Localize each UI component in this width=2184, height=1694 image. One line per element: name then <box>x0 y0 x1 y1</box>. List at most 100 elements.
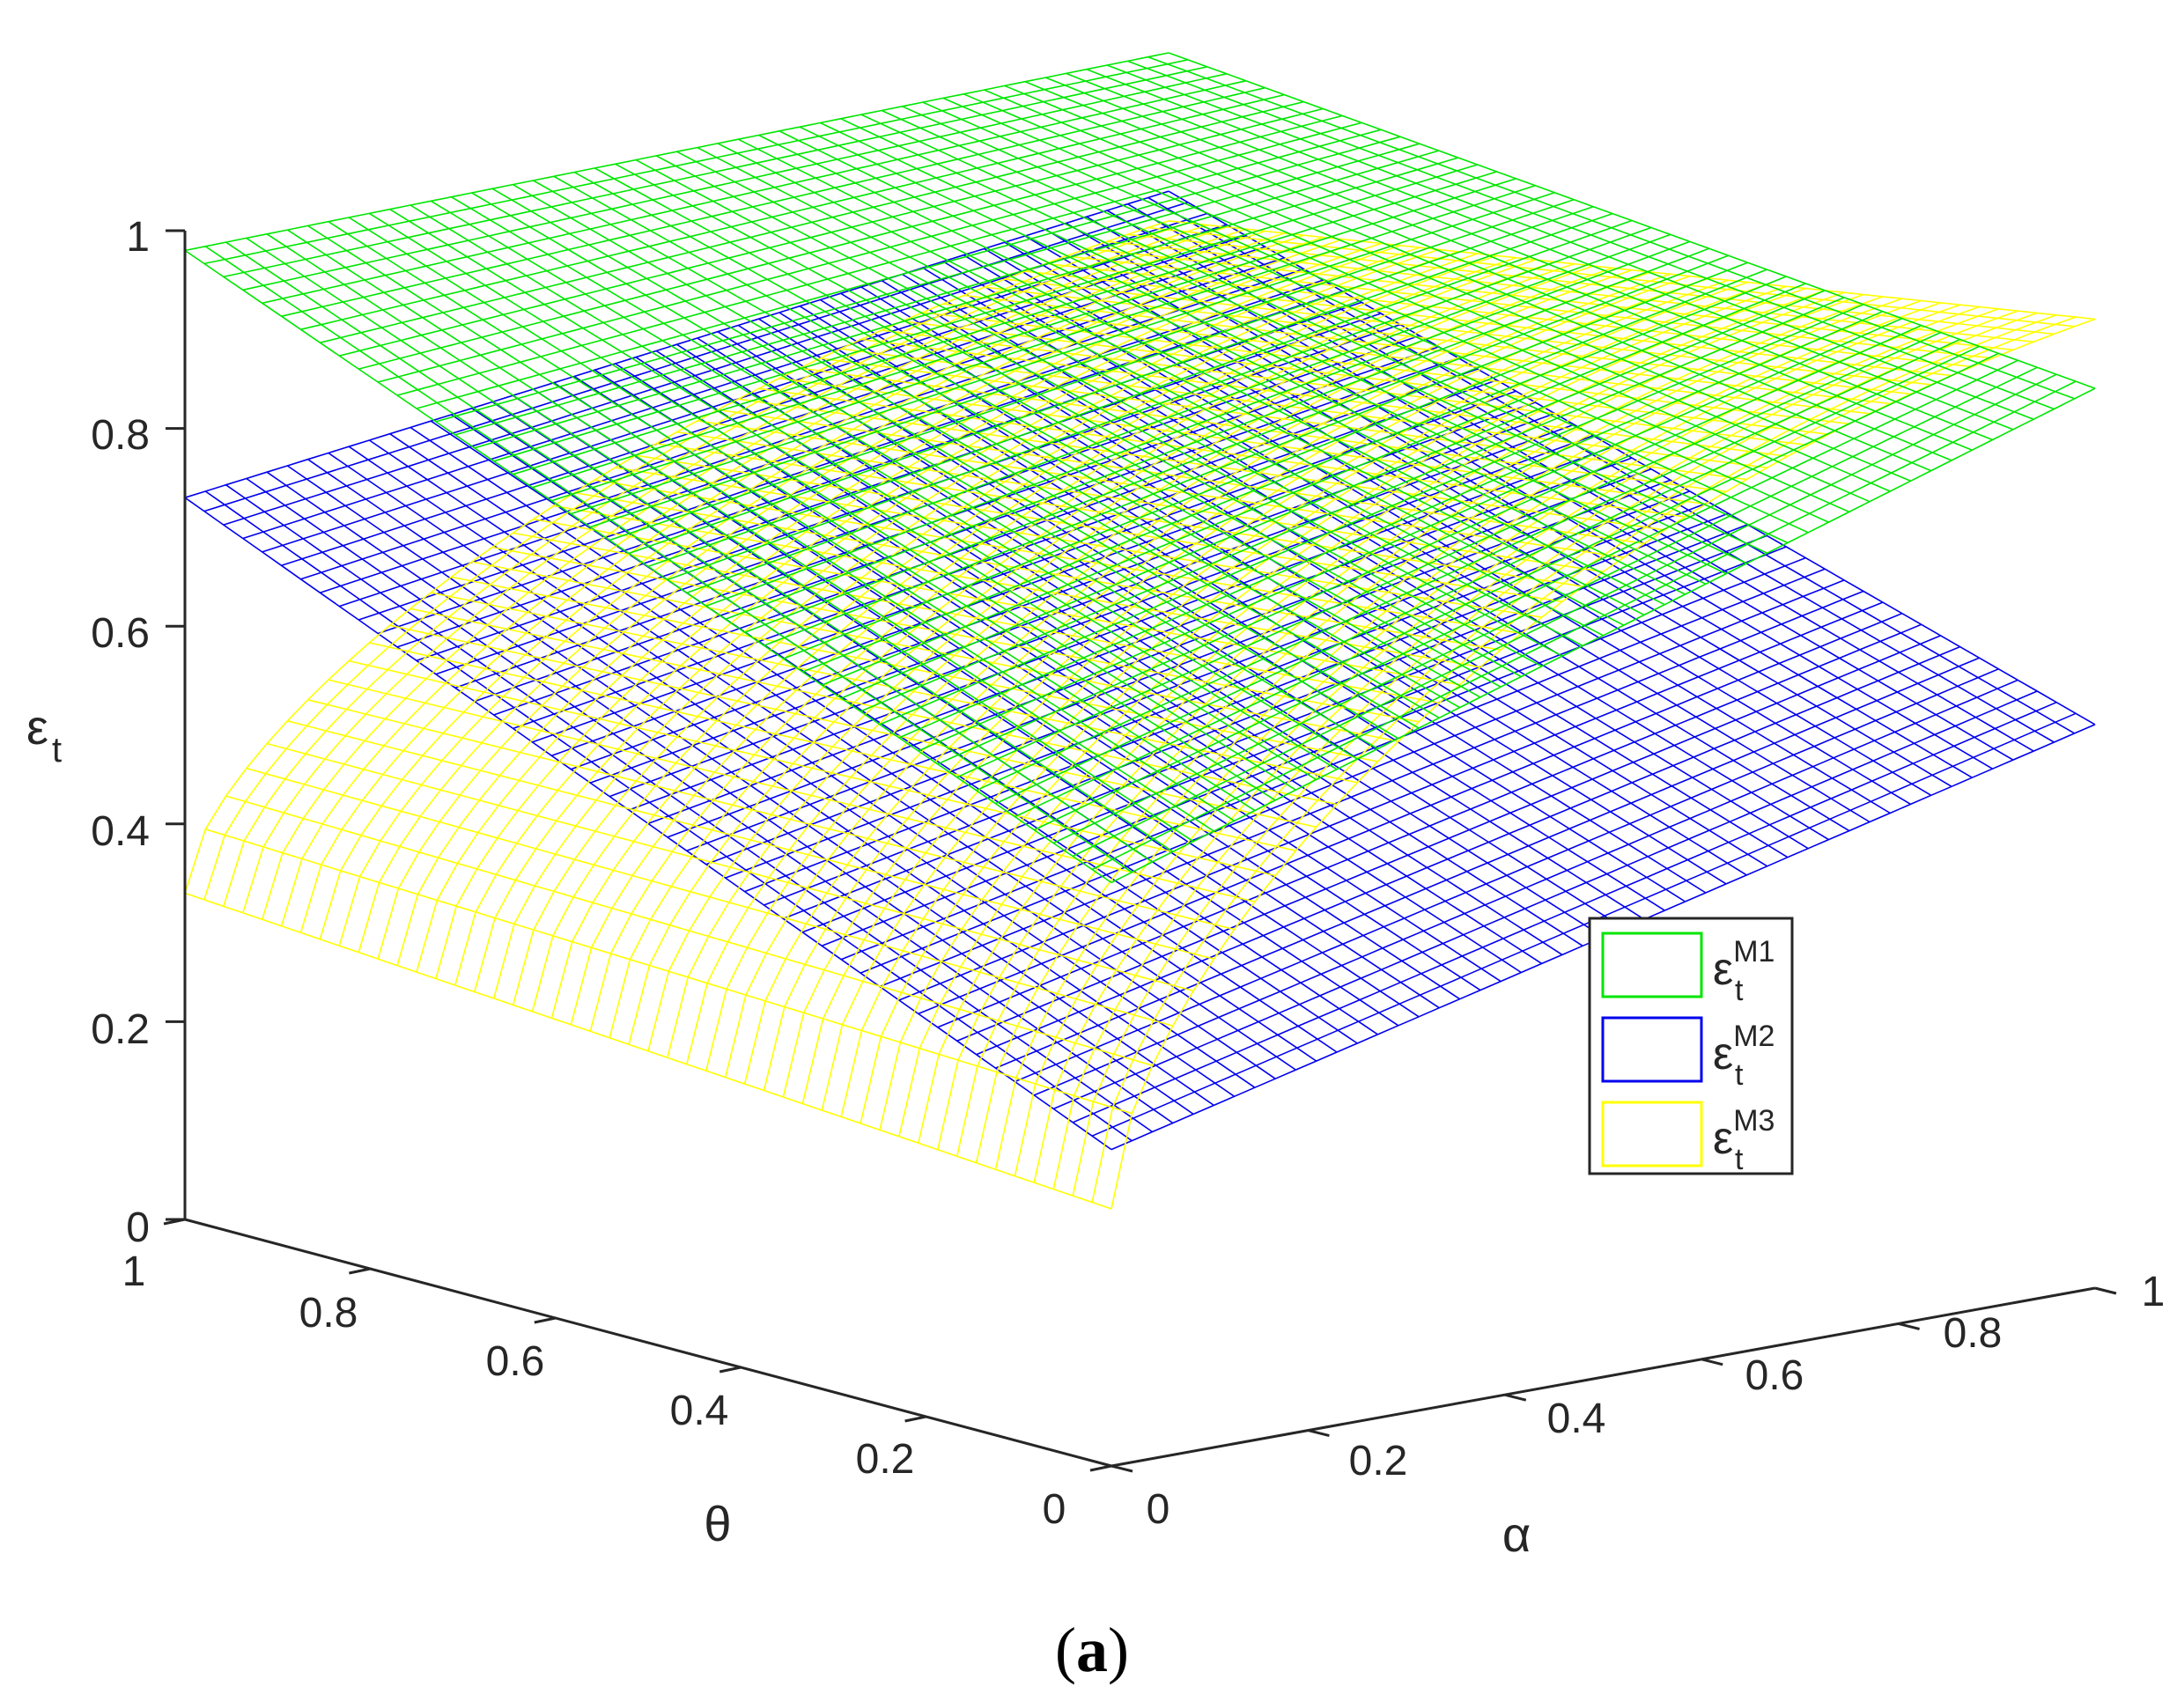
surface-mesh-line <box>533 518 1460 686</box>
theta-tick-label: 0.6 <box>486 1338 545 1385</box>
surface-mesh-line <box>697 337 1625 929</box>
surface-mesh-line <box>656 443 1583 587</box>
surface-mesh-line <box>369 642 1296 851</box>
surface-mesh-line <box>471 192 1399 740</box>
surface-mesh-line <box>225 795 1153 1066</box>
surface-mesh-line <box>348 217 1276 801</box>
z-tick-label: 1 <box>126 214 150 261</box>
surface-mesh-line <box>615 163 1543 667</box>
alpha-axis-label: α <box>1502 1506 1531 1562</box>
surface-mesh-line <box>287 720 1214 960</box>
surface-mesh-line <box>246 477 1174 1124</box>
surface-mesh-line <box>204 490 1133 1142</box>
theta-axis-line <box>184 1218 1112 1468</box>
surface-mesh-line <box>430 200 1358 760</box>
surface-mesh-line <box>435 247 1420 979</box>
surface-mesh-line <box>205 829 1133 1115</box>
alpha-tick-mark <box>1504 1393 1527 1402</box>
surface-mesh-line <box>1168 190 2096 725</box>
alpha-tick-mark <box>1898 1322 1920 1330</box>
surface-mesh-line <box>471 561 1398 742</box>
z-tick-label: 0.6 <box>91 610 150 657</box>
theta-tick-mark <box>1089 1464 1112 1472</box>
alpha-tick-mark <box>2094 1286 2117 1295</box>
surface-mesh-line <box>819 298 1747 876</box>
surface-mesh-line <box>984 247 1912 806</box>
alpha-tick-label: 0 <box>1147 1486 1170 1533</box>
surface-mesh-line <box>635 454 1563 603</box>
theta-axis-label: θ <box>704 1496 731 1551</box>
surface-mesh-line <box>1127 60 2055 410</box>
surface-mesh-line <box>1106 210 2034 752</box>
surface-mesh-line <box>348 446 1276 1079</box>
surface-mesh-line <box>573 375 1502 983</box>
surface-mesh-line <box>491 546 1420 723</box>
surface-mesh-line <box>553 505 1481 668</box>
surface-mesh-line <box>389 624 1317 829</box>
surface-mesh-line <box>266 471 1194 1116</box>
surface-mesh-line <box>1045 262 1973 368</box>
surface-mesh-line <box>266 233 1194 843</box>
surface-mesh-line <box>717 409 1645 545</box>
theta-tick-label: 0.8 <box>299 1290 358 1337</box>
surface-mesh-line <box>1024 80 1952 461</box>
figure-caption: (a) <box>1055 1615 1129 1685</box>
surface-mesh-line <box>778 312 1707 894</box>
theta-tick-mark <box>904 1415 926 1423</box>
surface-mesh-line <box>1086 68 2014 431</box>
surface-mesh-line <box>1066 72 1993 441</box>
surface-mesh-line <box>984 286 1911 395</box>
axes-group <box>163 229 2117 1473</box>
surface-mesh-line <box>410 426 1338 1053</box>
surface-mesh-line <box>635 158 1563 657</box>
alpha-tick-label: 1 <box>2142 1269 2166 1315</box>
surface-mesh-line <box>225 484 1153 1133</box>
surface-mesh-line <box>840 292 1768 867</box>
surface-mesh-line <box>1045 77 1973 451</box>
surface-mesh-line <box>676 343 1604 938</box>
surface-mesh-line <box>840 118 1768 554</box>
surface-mesh-line <box>349 659 1276 877</box>
surface-mesh-line <box>676 151 1604 637</box>
surface-mesh-line <box>881 280 1809 850</box>
alpha-tick-labels: 0 0.2 0.4 0.6 0.8 1 <box>1147 1269 2166 1533</box>
surface-mesh-line <box>451 196 1378 750</box>
surface-mesh-line <box>820 122 1747 564</box>
surface-mesh-line <box>286 465 1214 1107</box>
legend-swatch-m3 <box>1601 1101 1703 1167</box>
surface-mesh-line <box>307 699 1235 931</box>
surface-mesh-line <box>820 357 1747 481</box>
surface-mesh-line <box>594 167 1522 678</box>
surface-mesh-line <box>307 459 1236 1097</box>
surface-mesh-line <box>513 532 1440 704</box>
surface-mesh-line <box>881 109 1809 534</box>
surface-mesh-line <box>984 89 1911 482</box>
surface-mesh-line <box>246 767 1174 1027</box>
legend-label-m3: εM3 t <box>1713 1104 1774 1176</box>
alpha-tick-label: 0.2 <box>1349 1438 1408 1484</box>
surface-mesh-line <box>1004 278 1931 386</box>
surface-mesh-line <box>533 388 1461 1000</box>
theta-tick-mark <box>534 1316 557 1324</box>
surface-mesh-line <box>573 171 1502 688</box>
surface-mesh-line <box>451 414 1378 1035</box>
alpha-axis-line <box>1110 1286 2096 1468</box>
alpha-tick-mark <box>1701 1358 1723 1366</box>
theta-tick-labels: 0 0.2 0.4 0.6 0.8 1 <box>122 1248 1066 1533</box>
theta-tick-label: 1 <box>122 1248 146 1295</box>
theta-tick-mark <box>349 1267 371 1275</box>
theta-tick-mark <box>163 1218 186 1226</box>
surface-mesh-line <box>902 106 1829 523</box>
legend-label-m1: εM1 t <box>1713 935 1774 1007</box>
legend-label-m2: εM2 t <box>1713 1020 1774 1092</box>
surface-mesh-line <box>922 312 1849 425</box>
surface-mesh-line <box>594 369 1522 974</box>
z-tick-label: 0.8 <box>91 412 150 459</box>
surface-mesh-line <box>328 221 1256 812</box>
surface-mesh-line <box>635 357 1563 956</box>
surface-mesh-line <box>778 130 1707 586</box>
surface-mesh-line <box>307 225 1236 821</box>
surface-mesh-line <box>512 183 1440 718</box>
surface-mesh-line <box>389 209 1317 781</box>
surface-mesh-line <box>1168 220 2096 320</box>
